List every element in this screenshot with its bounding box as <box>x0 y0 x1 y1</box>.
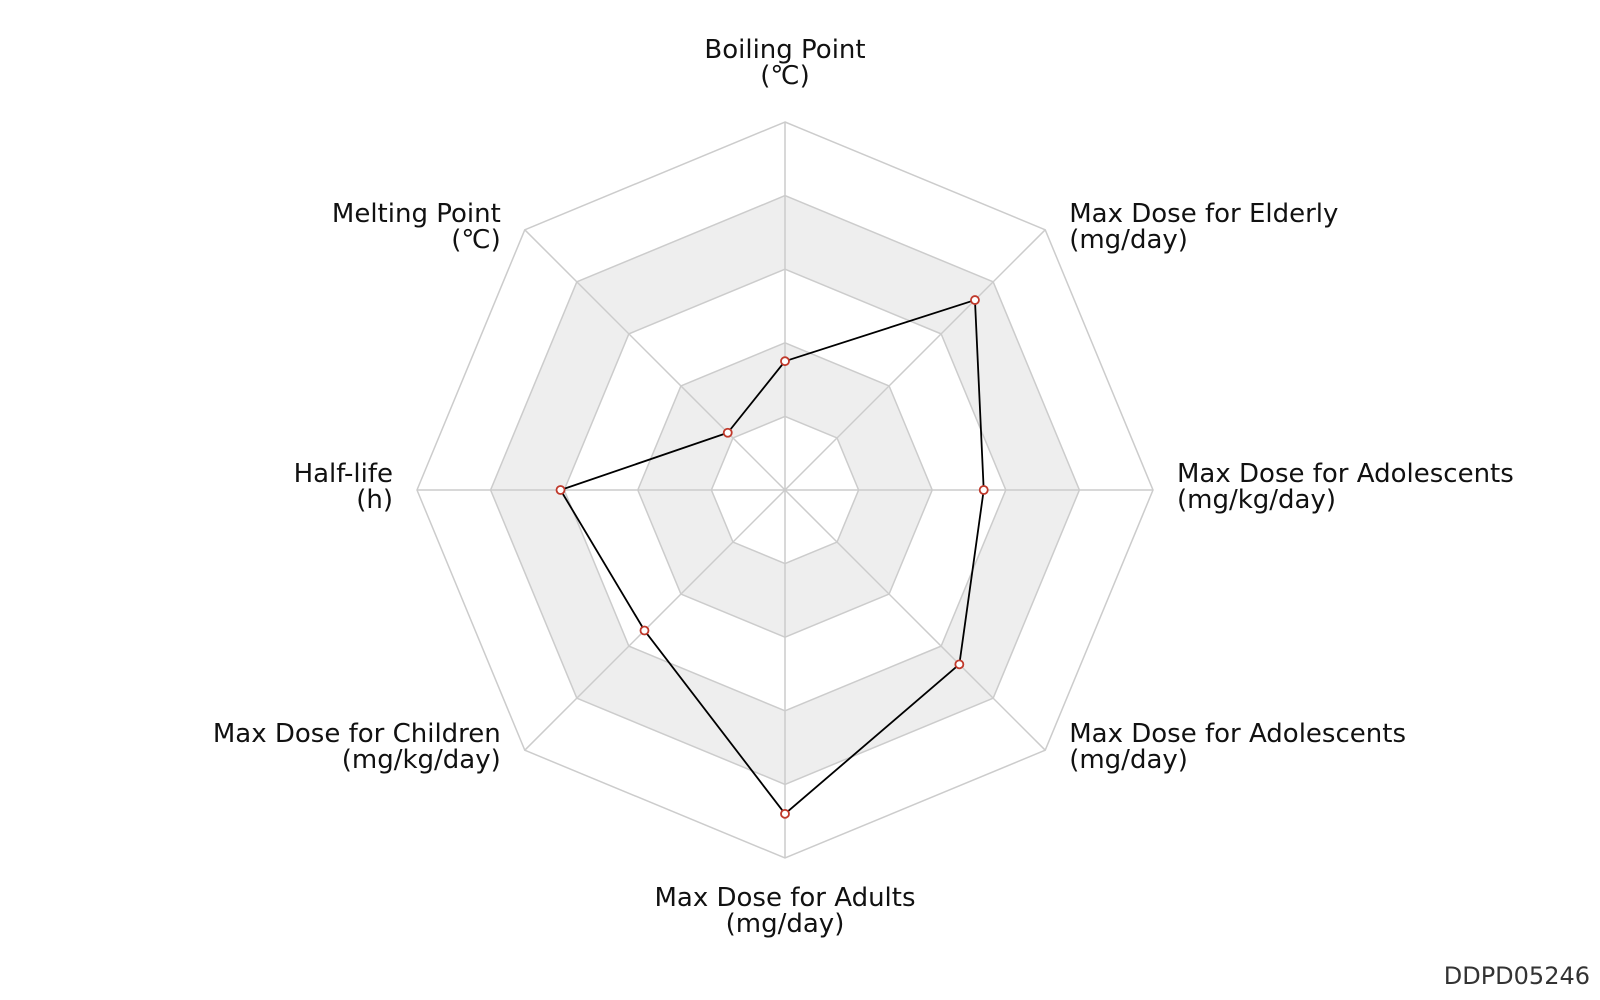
axis-spoke <box>524 489 786 751</box>
axis-label: Max Dose for Adolescents (mg/kg/day) <box>1177 459 1514 515</box>
radar-series <box>555 295 989 819</box>
data-point <box>978 485 989 495</box>
axis-label-name: Max Dose for Adolescents <box>1069 719 1406 749</box>
data-point <box>639 625 650 636</box>
axis-label-unit: (h) <box>356 485 393 515</box>
axis-label-name: Max Dose for Elderly <box>1069 199 1338 229</box>
axis-label-name: Melting Point <box>332 199 501 229</box>
axis-spoke <box>784 489 1046 751</box>
axis-label-unit: (mg/day) <box>1069 225 1188 255</box>
axis-label: Max Dose for Elderly (mg/day) <box>1069 199 1338 255</box>
axis-label-name: Max Dose for Children <box>213 719 501 749</box>
axis-label: Max Dose for Adults (mg/day) <box>654 883 915 939</box>
axis-label-unit: (mg/kg/day) <box>342 745 501 775</box>
watermark-id: DDPD05246 <box>1443 962 1590 990</box>
axis-label-unit: (℃) <box>451 225 501 255</box>
axis-label-unit: (mg/kg/day) <box>1177 485 1336 515</box>
radar-axis-labels: Boiling Point (℃)Max Dose for Elderly (mg/… <box>213 35 1514 939</box>
axis-label: Melting Point (℃) <box>332 199 501 255</box>
radar-axis-spokes <box>417 122 1153 858</box>
axis-label-unit: (mg/day) <box>1069 745 1188 775</box>
axis-label-name: Half-life <box>294 459 393 489</box>
axis-label-unit: (mg/day) <box>726 909 845 939</box>
data-point <box>970 295 980 305</box>
axis-label: Half-life (h) <box>294 459 393 515</box>
data-point <box>555 485 566 495</box>
axis-spoke <box>784 229 1046 491</box>
data-point <box>954 659 965 670</box>
data-point <box>722 427 733 438</box>
axis-spoke <box>524 229 786 491</box>
axis-label: Max Dose for Children (mg/kg/day) <box>213 719 501 775</box>
data-point <box>780 356 790 367</box>
axis-label-name: Boiling Point <box>704 35 865 65</box>
axis-label: Max Dose for Adolescents (mg/day) <box>1069 719 1406 775</box>
axis-label: Boiling Point (℃) <box>704 35 865 91</box>
axis-label-unit: (℃) <box>760 61 810 91</box>
axis-label-name: Max Dose for Adults <box>654 883 915 913</box>
data-point <box>780 808 790 819</box>
axis-label-name: Max Dose for Adolescents <box>1177 459 1514 489</box>
